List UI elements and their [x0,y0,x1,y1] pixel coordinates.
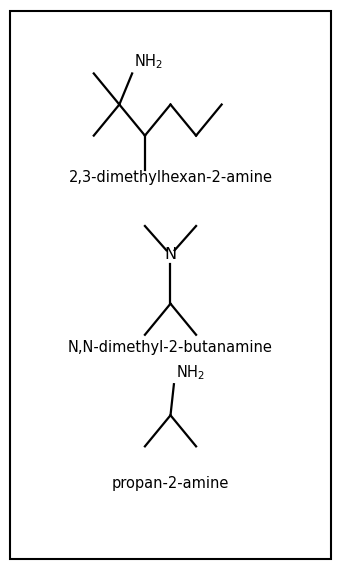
Text: 2,3-dimethylhexan-2-amine: 2,3-dimethylhexan-2-amine [69,171,272,185]
Text: N,N-dimethyl-2-butanamine: N,N-dimethyl-2-butanamine [68,340,273,355]
FancyBboxPatch shape [10,11,331,559]
Text: NH$_2$: NH$_2$ [176,363,205,382]
Text: propan-2-amine: propan-2-amine [112,476,229,490]
Text: N: N [164,247,177,262]
Text: NH$_2$: NH$_2$ [134,53,163,71]
